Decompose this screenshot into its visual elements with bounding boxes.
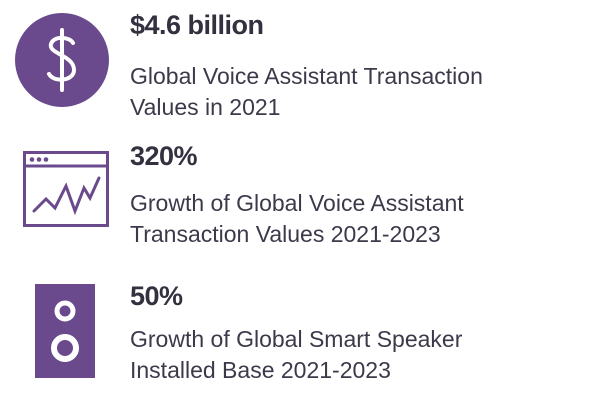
stat-value: $4.6 billion bbox=[130, 10, 264, 40]
stat-description-line: Installed Base 2021-2023 bbox=[130, 357, 391, 383]
stat-description: Growth of Global Voice Assistant Transac… bbox=[130, 188, 464, 250]
stat-description-line: Growth of Global Voice Assistant bbox=[130, 190, 464, 216]
stat-value: 320% bbox=[130, 141, 198, 171]
stat-description-line: Values in 2021 bbox=[130, 94, 281, 120]
stat-description-line: Transaction Values 2021-2023 bbox=[130, 221, 441, 247]
stat-value: 50% bbox=[130, 281, 183, 311]
stat-transaction-growth: 320% Growth of Global Voice Assistant Tr… bbox=[0, 135, 600, 260]
stat-speaker-growth: 50% Growth of Global Smart Speaker Insta… bbox=[0, 272, 600, 400]
stat-transaction-values: $4.6 billion Global Voice Assistant Tran… bbox=[0, 0, 600, 130]
speaker-icon bbox=[35, 284, 95, 383]
stat-description-line: Growth of Global Smart Speaker bbox=[130, 326, 463, 352]
stat-description: Growth of Global Smart Speaker Installed… bbox=[130, 324, 462, 386]
browser-line-chart-icon bbox=[23, 151, 109, 232]
dollar-circle-icon bbox=[14, 12, 110, 113]
stat-description-line: Global Voice Assistant Transaction bbox=[130, 63, 483, 89]
stat-description: Global Voice Assistant Transaction Value… bbox=[130, 61, 483, 123]
